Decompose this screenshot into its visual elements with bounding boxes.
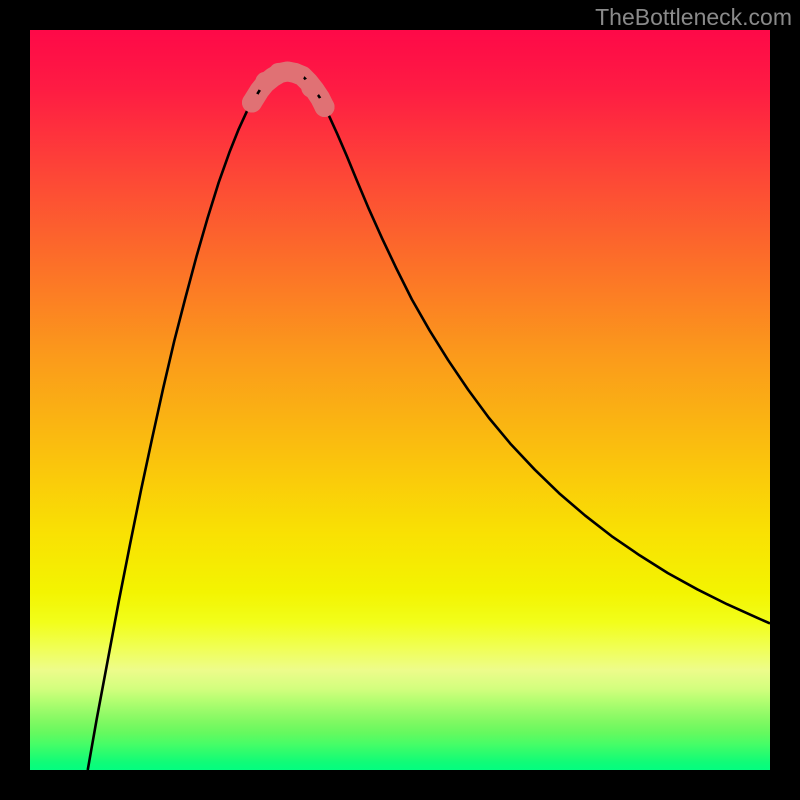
chart-frame: TheBottleneck.com — [0, 0, 800, 800]
curve-marker — [315, 97, 335, 117]
curve-marker — [242, 93, 262, 113]
curve-marker — [301, 78, 321, 98]
gradient-background — [30, 30, 770, 770]
plot-area — [30, 30, 770, 770]
watermark-text: TheBottleneck.com — [595, 4, 792, 31]
curve-marker — [285, 63, 305, 83]
chart-svg — [30, 30, 770, 770]
